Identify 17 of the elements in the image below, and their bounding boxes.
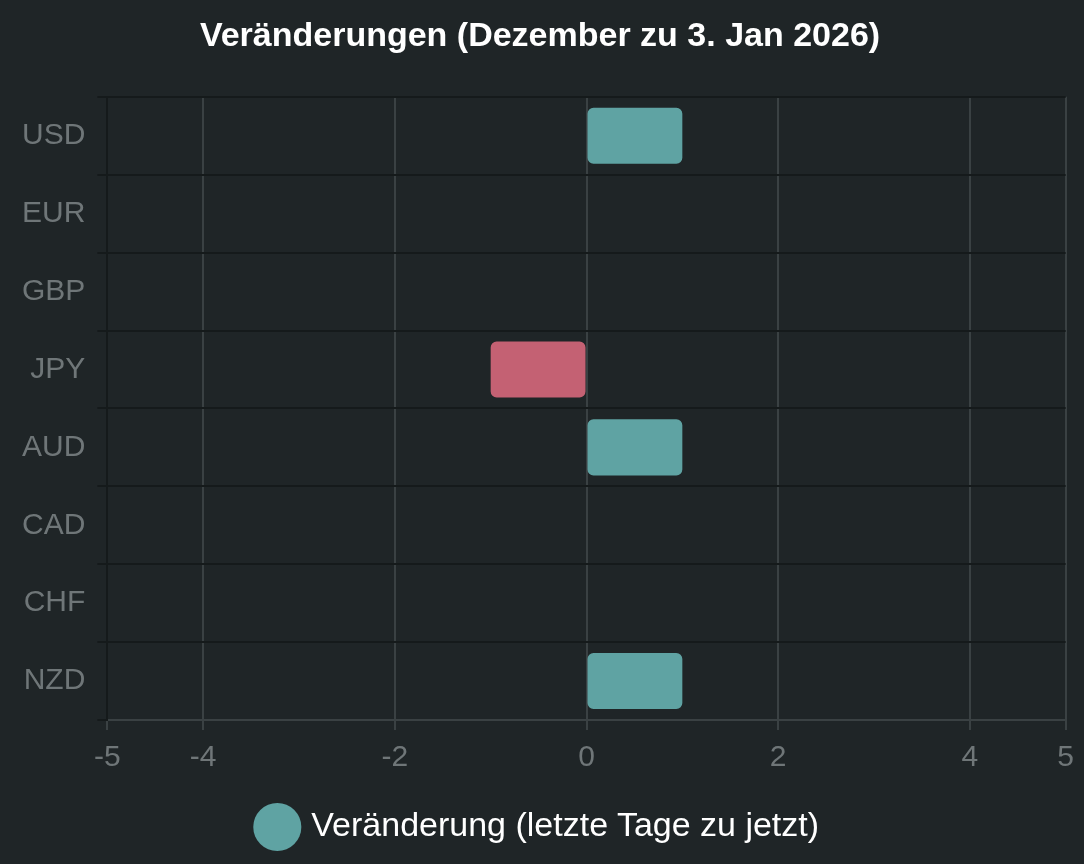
- legend-label: Veränderung (letzte Tage zu jetzt): [311, 805, 820, 844]
- y-tick-label: AUD: [22, 428, 86, 462]
- y-tick-label: CHF: [23, 584, 86, 618]
- chart-title: Veränderungen (Dezember zu 3. Jan 2026): [199, 14, 881, 53]
- y-tick-label: NZD: [23, 662, 86, 696]
- x-tick-label: 4: [961, 739, 979, 773]
- y-tick-label: CAD: [22, 506, 86, 540]
- x-tick-label: -4: [189, 739, 217, 773]
- x-tick-label: 2: [769, 739, 787, 773]
- x-tick-label: -5: [94, 739, 121, 773]
- x-tick-label: -2: [381, 739, 409, 773]
- y-tick-label: GBP: [22, 272, 86, 306]
- y-tick-label: JPY: [30, 350, 86, 384]
- x-tick-label: 5: [1057, 739, 1074, 773]
- y-tick-label: EUR: [22, 194, 86, 228]
- x-tick-label: 0: [578, 739, 595, 773]
- y-tick-label: USD: [22, 117, 86, 151]
